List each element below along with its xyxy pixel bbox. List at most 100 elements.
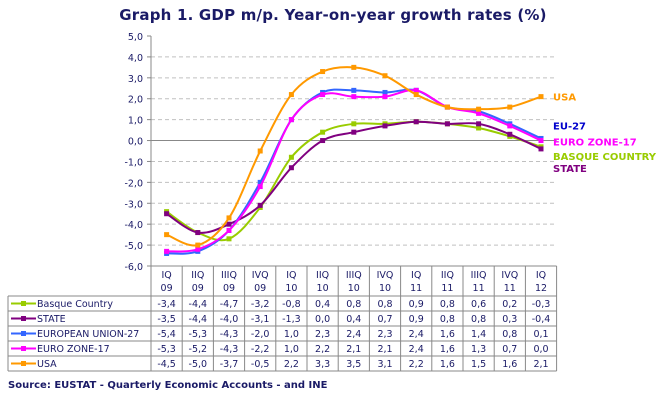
x-tick-label: IVQ (377, 270, 394, 281)
data-point (226, 215, 232, 221)
data-cell: 3,1 (377, 359, 392, 370)
legend-marker (21, 346, 26, 351)
data-point (164, 248, 170, 254)
data-cell: 1,3 (471, 344, 486, 355)
x-tick-label: IQ (286, 270, 296, 281)
data-point (320, 138, 326, 144)
data-point (507, 123, 513, 129)
data-cell: -0,8 (282, 299, 301, 310)
data-cell: 0,1 (533, 329, 548, 340)
x-tick-label: 12 (535, 283, 547, 294)
data-point (538, 146, 544, 152)
data-point (195, 246, 201, 252)
data-cell: -4,0 (220, 314, 239, 325)
series-end-label: USA (553, 93, 576, 104)
data-point (164, 211, 170, 217)
data-cell: 2,1 (533, 359, 548, 370)
data-cell: 2,1 (346, 344, 361, 355)
data-cell: 1,6 (502, 359, 517, 370)
data-cell: -5,4 (157, 329, 176, 340)
data-cell: 0,9 (409, 314, 424, 325)
data-point (538, 94, 544, 100)
y-tick-label: 5,0 (128, 32, 143, 43)
data-cell: 0,6 (471, 299, 486, 310)
x-tick-label: IQ (536, 270, 546, 281)
data-point (288, 117, 294, 123)
y-tick-label: 1,0 (128, 116, 143, 127)
data-cell: -5,3 (157, 344, 176, 355)
data-cell: 1,6 (440, 329, 455, 340)
y-tick-label: 0,0 (128, 137, 143, 148)
data-point (444, 104, 450, 110)
data-cell: 1,0 (284, 329, 299, 340)
y-tick-label: -3,0 (124, 199, 143, 210)
data-cell: -4,4 (189, 314, 208, 325)
data-point (288, 154, 294, 160)
x-tick-label: 09 (254, 283, 266, 294)
data-point (351, 129, 357, 135)
legend-label: EURO ZONE-17 (37, 344, 110, 355)
x-tick-label: IIIQ (471, 270, 487, 281)
data-cell: -3,7 (220, 359, 239, 370)
data-cell: 2,4 (346, 329, 361, 340)
data-cell: 2,1 (377, 344, 392, 355)
data-cell: 2,3 (315, 329, 330, 340)
data-cell: 0,0 (533, 344, 548, 355)
data-cell: 0,4 (346, 314, 361, 325)
x-tick-label: IIIQ (221, 270, 237, 281)
data-cell: 2,3 (377, 329, 392, 340)
data-point (413, 92, 419, 98)
legend-label: USA (37, 359, 57, 370)
data-point (257, 184, 263, 190)
series-end-label: BASQUE COUNTRY (553, 152, 657, 163)
data-cell: 1,0 (284, 344, 299, 355)
x-tick-label: 11 (410, 283, 422, 294)
data-point (476, 125, 482, 131)
data-point (507, 131, 513, 137)
data-cell: 0,0 (315, 314, 330, 325)
data-point (476, 121, 482, 127)
data-cell: -5,2 (189, 344, 208, 355)
series-end-label: EURO ZONE-17 (553, 138, 637, 149)
data-point (507, 104, 513, 110)
data-cell: -3,2 (251, 299, 270, 310)
data-cell: -4,3 (220, 329, 239, 340)
x-tick-label: IVQ (501, 270, 518, 281)
data-point (351, 94, 357, 100)
series-end-label: STATE (553, 164, 587, 175)
source-note: Source: EUSTAT - Quarterly Economic Acco… (8, 380, 328, 391)
data-cell: 0,3 (502, 314, 517, 325)
series-line (166, 88, 542, 255)
x-tick-label: 10 (379, 283, 391, 294)
data-point (351, 121, 357, 127)
y-tick-label: 3,0 (128, 74, 143, 85)
x-tick-label: 11 (441, 283, 453, 294)
data-point (382, 73, 388, 79)
legend-marker (21, 301, 26, 306)
data-cell: 0,7 (502, 344, 517, 355)
data-point (382, 123, 388, 129)
data-cell: -4,5 (157, 359, 176, 370)
data-point (351, 64, 357, 70)
data-cell: 2,2 (315, 344, 330, 355)
data-cell: 0,2 (502, 299, 517, 310)
x-tick-label: IIQ (441, 270, 454, 281)
data-cell: -4,7 (220, 299, 239, 310)
chart-title: Graph 1. GDP m/p. Year-on-year growth ra… (119, 6, 547, 24)
data-cell: -3,4 (157, 299, 176, 310)
data-point (382, 89, 388, 95)
legend-label: Basque Country (37, 299, 113, 310)
x-tick-label: IIQ (316, 270, 329, 281)
data-cell: -0,5 (251, 359, 270, 370)
data-point (320, 92, 326, 98)
data-cell: 0,8 (440, 299, 455, 310)
y-tick-label: -2,0 (124, 178, 143, 189)
data-point (476, 106, 482, 112)
x-tick-label: 10 (348, 283, 360, 294)
data-cell: 0,8 (377, 299, 392, 310)
legend-marker (21, 361, 26, 366)
data-cell: 2,4 (409, 329, 424, 340)
data-point (164, 232, 170, 238)
data-point (382, 94, 388, 100)
